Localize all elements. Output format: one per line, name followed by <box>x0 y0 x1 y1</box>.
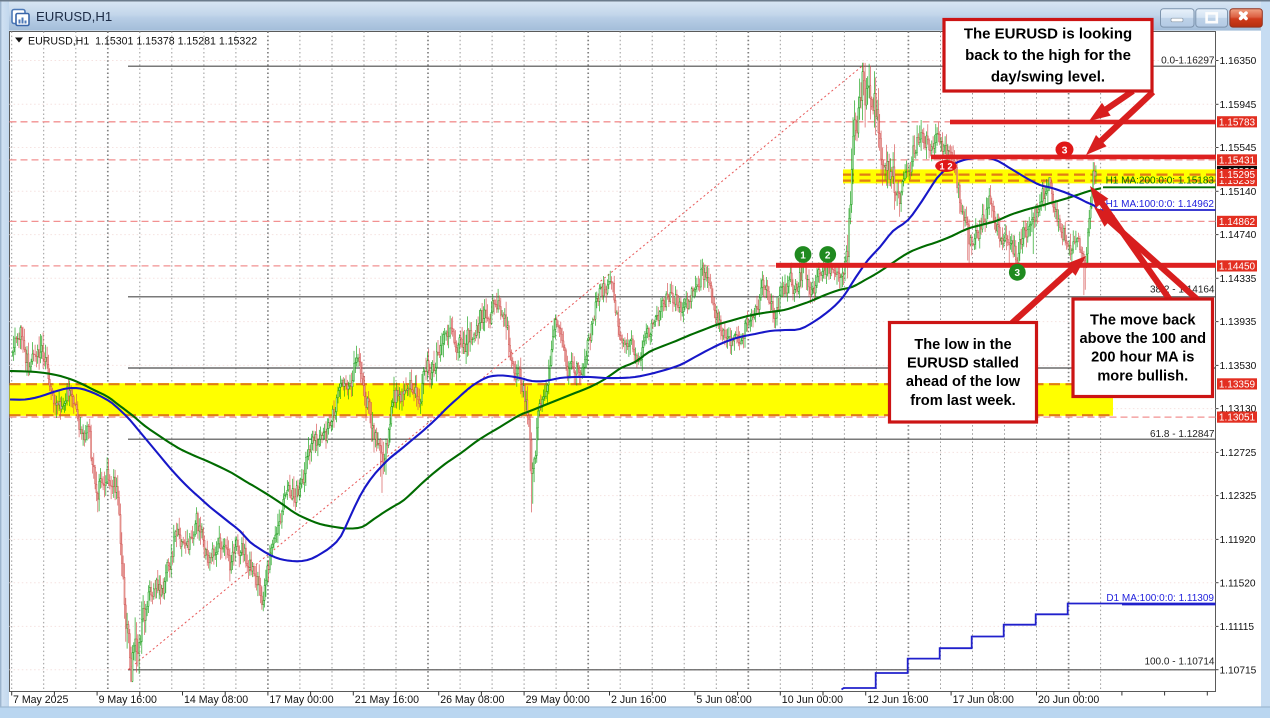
svg-text:0.0-1.16297: 0.0-1.16297 <box>1161 55 1215 66</box>
svg-text:1.15945: 1.15945 <box>1220 100 1257 111</box>
svg-text:The move back: The move back <box>1090 313 1196 329</box>
svg-text:17 May 00:00: 17 May 00:00 <box>269 694 333 706</box>
svg-text:61.8 - 1.12847: 61.8 - 1.12847 <box>1150 429 1215 440</box>
svg-text:1.11520: 1.11520 <box>1220 578 1256 589</box>
svg-text:29 May 00:00: 29 May 00:00 <box>526 694 590 706</box>
svg-text:ahead of the low: ahead of the low <box>906 374 1021 390</box>
svg-text:1.14862: 1.14862 <box>1219 217 1256 228</box>
svg-text:day/swing level.: day/swing level. <box>991 69 1105 86</box>
svg-text:1.13359: 1.13359 <box>1219 380 1256 391</box>
svg-text:21 May 16:00: 21 May 16:00 <box>355 694 419 706</box>
svg-text:3: 3 <box>1062 145 1068 157</box>
svg-text:1 2: 1 2 <box>939 161 952 172</box>
svg-text:5 Jun 08:00: 5 Jun 08:00 <box>696 694 751 706</box>
svg-text:1.16350: 1.16350 <box>1220 56 1257 67</box>
svg-text:12 Jun 16:00: 12 Jun 16:00 <box>867 694 928 706</box>
svg-text:1.15239: 1.15239 <box>1219 176 1256 187</box>
svg-text:1.15431: 1.15431 <box>1219 156 1256 167</box>
svg-text:H1 MA:200:0:0: 1.15183: H1 MA:200:0:0: 1.15183 <box>1106 176 1215 187</box>
svg-text:1.12325: 1.12325 <box>1220 491 1257 502</box>
svg-text:1.10715: 1.10715 <box>1220 665 1257 676</box>
svg-text:17 Jun 08:00: 17 Jun 08:00 <box>953 694 1014 706</box>
svg-text:from last week.: from last week. <box>910 393 1015 409</box>
svg-text:7 May 2025: 7 May 2025 <box>13 694 68 706</box>
svg-text:2 Jun 16:00: 2 Jun 16:00 <box>611 694 666 706</box>
svg-text:3: 3 <box>1015 268 1021 279</box>
svg-text:The low in the: The low in the <box>914 337 1011 353</box>
svg-text:9 May 16:00: 9 May 16:00 <box>99 694 157 706</box>
svg-text:1.13935: 1.13935 <box>1220 317 1257 328</box>
svg-text:1.14450: 1.14450 <box>1219 262 1256 273</box>
svg-text:10 Jun 00:00: 10 Jun 00:00 <box>782 694 843 706</box>
svg-text:100.0 - 1.10714: 100.0 - 1.10714 <box>1144 656 1214 667</box>
svg-text:EURUSD,H1 1.15301 1.15378 1.1: EURUSD,H1 1.15301 1.15378 1.15281 1.1532… <box>28 36 257 48</box>
svg-text:1.15140: 1.15140 <box>1220 187 1257 198</box>
svg-text:1.13530: 1.13530 <box>1220 361 1257 372</box>
svg-text:1.15783: 1.15783 <box>1219 117 1256 128</box>
svg-text:2: 2 <box>825 250 831 261</box>
svg-text:1.15545: 1.15545 <box>1220 143 1257 154</box>
svg-text:1.12725: 1.12725 <box>1220 448 1257 459</box>
svg-text:The EURUSD is looking: The EURUSD is looking <box>964 26 1132 43</box>
svg-text:200 hour MA is: 200 hour MA is <box>1091 350 1194 366</box>
svg-text:1.13051: 1.13051 <box>1219 413 1256 424</box>
svg-text:back to the high for the: back to the high for the <box>965 47 1131 64</box>
svg-text:1.13130: 1.13130 <box>1220 404 1257 415</box>
svg-text:1: 1 <box>800 250 806 261</box>
svg-text:20 Jun 00:00: 20 Jun 00:00 <box>1038 694 1099 706</box>
svg-text:1.11920: 1.11920 <box>1220 535 1256 546</box>
svg-text:14 May 08:00: 14 May 08:00 <box>184 694 248 706</box>
svg-text:EURUSD stalled: EURUSD stalled <box>907 356 1019 372</box>
svg-text:more bullish.: more bullish. <box>1097 368 1188 384</box>
svg-text:1.15295: 1.15295 <box>1219 170 1256 181</box>
svg-text:H1 MA:100:0:0: 1.14962: H1 MA:100:0:0: 1.14962 <box>1106 199 1215 210</box>
svg-text:D1 MA:100:0:0: 1.11309: D1 MA:100:0:0: 1.11309 <box>1106 593 1214 604</box>
svg-text:1.14335: 1.14335 <box>1220 274 1257 285</box>
svg-text:EURUSD,H1: EURUSD,H1 <box>36 9 112 24</box>
svg-text:1.11115: 1.11115 <box>1220 622 1255 633</box>
svg-text:above the 100 and: above the 100 and <box>1079 331 1206 347</box>
svg-text:1.14740: 1.14740 <box>1220 230 1257 241</box>
svg-text:26 May 08:00: 26 May 08:00 <box>440 694 504 706</box>
